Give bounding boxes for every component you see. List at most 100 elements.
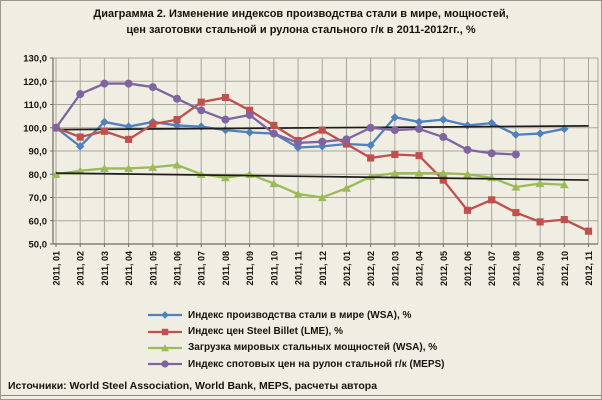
y-tick-label: 130,0 bbox=[23, 54, 47, 65]
triangle-marker bbox=[269, 179, 279, 188]
x-tick-label: 2012, 08 bbox=[511, 251, 521, 286]
circle-marker bbox=[487, 149, 496, 158]
square-marker bbox=[318, 126, 326, 134]
circle-marker bbox=[342, 135, 351, 144]
square-marker bbox=[270, 121, 278, 129]
legend-label: Индекс производства стали в мире (WSA), … bbox=[188, 309, 412, 321]
triangle-marker bbox=[342, 184, 351, 192]
x-tick-label: 2011, 05 bbox=[148, 251, 158, 286]
x-tick-label: 2012, 11 bbox=[584, 251, 594, 286]
legend-item: Индекс цен Steel Billet (LME), % bbox=[147, 323, 445, 339]
diamond-marker bbox=[76, 142, 85, 151]
square-marker bbox=[367, 154, 375, 162]
x-tick-label: 2011, 12 bbox=[318, 251, 328, 286]
diamond-marker bbox=[245, 128, 254, 137]
source-note: Источники: World Steel Association, Worl… bbox=[8, 380, 378, 392]
legend: Индекс производства стали в мире (WSA), … bbox=[147, 307, 445, 373]
square-marker bbox=[439, 176, 447, 184]
x-tick-label: 2011, 07 bbox=[197, 251, 207, 286]
square-marker bbox=[536, 218, 544, 226]
legend-item: Индекс спотовых цен на рулон стальной г/… bbox=[147, 356, 445, 372]
legend-label: Загрузка мировых стальных мощностей (WSA… bbox=[188, 342, 438, 354]
circle-marker bbox=[76, 90, 85, 99]
triangle-marker bbox=[511, 182, 521, 191]
x-tick-label: 2012, 04 bbox=[415, 251, 425, 286]
triangle-marker bbox=[293, 189, 303, 198]
diamond-marker bbox=[560, 124, 569, 134]
legend-swatch-icon bbox=[148, 328, 182, 335]
circle-marker bbox=[52, 123, 60, 132]
legend-label: Индекс цен Steel Billet (LME), % bbox=[188, 326, 343, 338]
diamond-marker bbox=[161, 311, 169, 319]
legend-item: Индекс производства стали в мире (WSA), … bbox=[147, 307, 445, 323]
circle-marker bbox=[415, 124, 424, 133]
circle-marker bbox=[124, 79, 133, 88]
diamond-marker bbox=[414, 117, 424, 127]
triangle-marker bbox=[161, 344, 169, 352]
triangle-marker bbox=[124, 164, 134, 173]
legend-swatch-icon bbox=[148, 360, 182, 368]
x-tick-label: 2011, 09 bbox=[245, 251, 255, 286]
series-circle bbox=[52, 79, 520, 159]
diamond-marker bbox=[221, 125, 230, 135]
y-tick-label: 120,0 bbox=[23, 77, 47, 88]
x-tick-label: 2012, 01 bbox=[342, 251, 352, 286]
square-marker bbox=[173, 116, 181, 124]
x-tick-label: 2012, 07 bbox=[487, 251, 497, 286]
circle-marker bbox=[148, 83, 157, 92]
triangle-marker bbox=[559, 180, 569, 189]
diamond-marker bbox=[100, 117, 109, 127]
square-marker bbox=[463, 206, 472, 214]
triangle-marker bbox=[414, 168, 424, 177]
chart-title-line1: Диаграмма 2. Изменение индексов производ… bbox=[93, 8, 509, 20]
y-tick-label: 100,0 bbox=[23, 123, 47, 134]
diamond-marker bbox=[366, 140, 375, 150]
diamond-marker bbox=[172, 121, 182, 130]
triangle-marker bbox=[535, 179, 545, 188]
y-tick-label: 80,0 bbox=[29, 170, 48, 181]
circle-marker bbox=[100, 79, 109, 88]
trendline-1 bbox=[55, 172, 589, 181]
chart-title: Диаграмма 2. Изменение индексов производ… bbox=[1, 6, 601, 38]
x-tick-labels: 2011, 01 2011, 02 2011, 03 2011, 04 2011, 05… bbox=[52, 251, 595, 286]
x-tick-label: 2011, 01 bbox=[52, 251, 62, 286]
y-tick-label: 60,0 bbox=[29, 216, 48, 227]
square-marker bbox=[488, 196, 496, 204]
diamond-marker bbox=[511, 130, 521, 139]
chart-plot-area: 50,0 60,0 70,0 80,0 90,0 100,0 110,0 120,0 130,0… bbox=[23, 54, 599, 286]
axes bbox=[50, 57, 598, 247]
x-tick-label: 2012, 10 bbox=[560, 251, 570, 286]
triangle-marker bbox=[438, 168, 448, 177]
square-marker bbox=[76, 133, 84, 141]
x-tick-label: 2011, 06 bbox=[173, 251, 183, 286]
legend-swatch-icon bbox=[148, 344, 182, 352]
square-marker bbox=[246, 106, 254, 114]
circle-marker bbox=[511, 150, 520, 159]
triangle-marker bbox=[99, 164, 109, 173]
circle-marker bbox=[161, 360, 169, 368]
square-marker bbox=[512, 209, 520, 217]
circle-marker bbox=[221, 115, 230, 124]
circle-marker bbox=[439, 133, 448, 142]
x-tick-label: 2011, 04 bbox=[124, 251, 134, 286]
series-diamond bbox=[51, 113, 569, 152]
square-marker bbox=[584, 227, 593, 235]
y-tick-label: 50,0 bbox=[29, 240, 48, 251]
square-marker bbox=[221, 93, 230, 102]
diamond-marker bbox=[487, 118, 496, 128]
series-triangle bbox=[51, 160, 569, 202]
circle-marker bbox=[269, 129, 278, 138]
triangle-marker bbox=[196, 170, 206, 178]
circle-marker bbox=[294, 138, 303, 147]
x-tick-label: 2011, 03 bbox=[100, 251, 110, 286]
diamond-marker bbox=[439, 115, 448, 124]
x-tick-label: 2011, 10 bbox=[269, 251, 279, 286]
x-tick-label: 2012, 02 bbox=[366, 251, 376, 286]
triangle-marker bbox=[172, 160, 182, 169]
circle-marker bbox=[173, 94, 182, 103]
circle-marker bbox=[390, 126, 399, 135]
square-marker bbox=[100, 127, 108, 135]
diamond-marker bbox=[535, 129, 545, 138]
diamond-marker bbox=[463, 121, 472, 130]
